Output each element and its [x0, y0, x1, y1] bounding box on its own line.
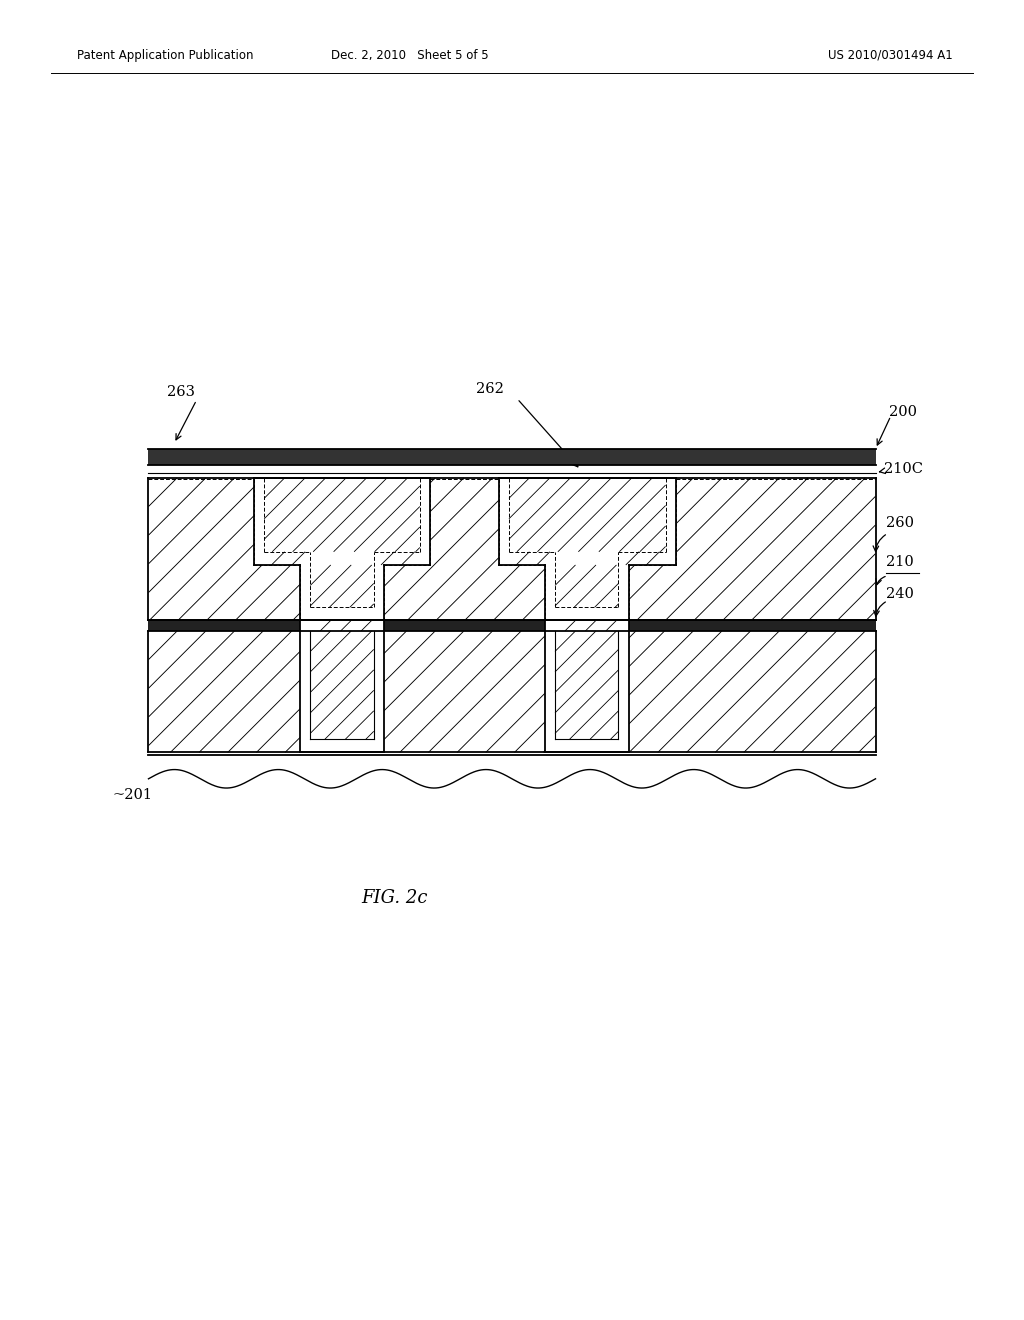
Bar	[300, 620, 384, 631]
Text: FIG. 2c: FIG. 2c	[361, 888, 427, 907]
Bar	[310, 565, 374, 607]
Bar	[148, 478, 876, 620]
Bar	[264, 552, 310, 565]
Bar	[374, 552, 430, 565]
Bar	[618, 552, 676, 565]
Bar	[148, 620, 876, 631]
Bar	[499, 478, 676, 565]
Text: ~201: ~201	[113, 788, 153, 801]
Bar	[300, 565, 384, 620]
Bar	[254, 478, 430, 565]
Text: US 2010/0301494 A1: US 2010/0301494 A1	[827, 49, 952, 62]
Text: 210C: 210C	[884, 462, 923, 475]
Text: Dec. 2, 2010   Sheet 5 of 5: Dec. 2, 2010 Sheet 5 of 5	[331, 49, 488, 62]
Text: Patent Application Publication: Patent Application Publication	[77, 49, 253, 62]
Bar	[555, 565, 618, 607]
Text: 200: 200	[889, 405, 916, 418]
Text: 260: 260	[886, 516, 913, 529]
Bar	[545, 620, 629, 631]
Bar	[509, 552, 555, 565]
Bar	[148, 631, 876, 752]
Text: 263: 263	[167, 384, 195, 399]
Bar	[545, 631, 629, 752]
Bar	[148, 449, 876, 465]
Bar	[264, 478, 420, 552]
Bar	[545, 565, 629, 620]
Text: 262: 262	[476, 381, 504, 396]
Bar	[509, 478, 666, 552]
Bar	[300, 631, 384, 752]
Text: 240: 240	[886, 587, 913, 601]
Text: 210: 210	[886, 556, 913, 569]
